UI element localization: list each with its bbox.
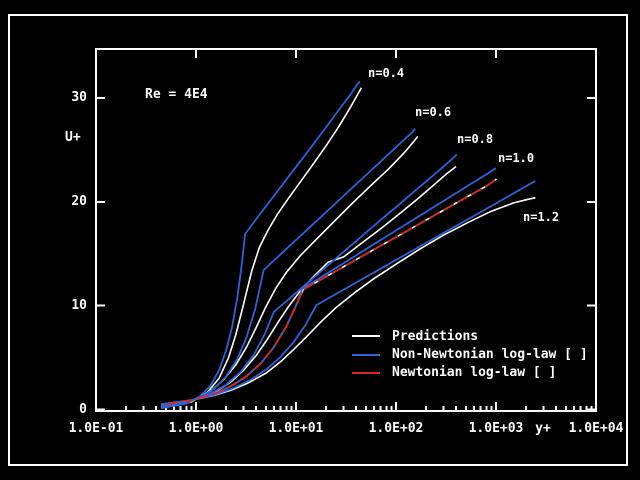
curve-label-n=1.2: n=1.2 (523, 210, 560, 224)
series-newtonian-log-law (165, 178, 497, 406)
x-tick-label-1.0E+02: 1.0E+02 (368, 421, 424, 436)
legend-label-non-newtonian: Non-Newtonian log-law [ ] (392, 347, 588, 362)
x-tick-label-1.0E+00: 1.0E+00 (168, 421, 224, 436)
x-axis-title: y+ (535, 421, 551, 436)
series-prediction-n1.2 (161, 196, 536, 406)
legend-line-newtonian (352, 372, 380, 374)
curve-label-n=1.0: n=1.0 (498, 151, 535, 165)
series-non-newtonian-log-law-n0.8 (161, 153, 458, 407)
x-tick-label-1.0E+04: 1.0E+04 (568, 421, 624, 436)
series-non-newtonian-log-law-n1.2 (161, 180, 536, 406)
y-tick-label-0: 0 (79, 401, 87, 417)
curve-label-n=0.4: n=0.4 (368, 66, 405, 80)
curve-label-n=0.8: n=0.8 (457, 132, 494, 146)
x-tick-label-1.0E-01: 1.0E-01 (68, 421, 124, 436)
x-tick-label-1.0E+01: 1.0E+01 (268, 421, 324, 436)
series-non-newtonian-log-law-n0.4 (161, 80, 361, 409)
y-tick-label-30: 30 (71, 90, 87, 106)
plot-frame (95, 48, 597, 412)
x-tick-label-1.0E+03: 1.0E+03 (468, 421, 524, 436)
reynolds-annotation: Re = 4E4 (145, 87, 208, 102)
curve-label-n=0.6: n=0.6 (415, 105, 452, 119)
legend-label-predictions: Predictions (392, 329, 479, 344)
series-prediction-n0.4 (161, 87, 363, 409)
screen-border (8, 14, 628, 466)
y-axis-title: U+ (65, 130, 81, 145)
legend-label-newtonian: Newtonian log-law [ ] (392, 365, 557, 380)
series-prediction-n0.6 (161, 136, 419, 408)
series-non-newtonian-log-law-n0.6 (161, 128, 416, 408)
legend-line-non-newtonian (352, 354, 380, 356)
legend-line-predictions (352, 335, 380, 337)
y-tick-label-10: 10 (71, 297, 87, 313)
y-tick-label-20: 20 (71, 193, 87, 209)
